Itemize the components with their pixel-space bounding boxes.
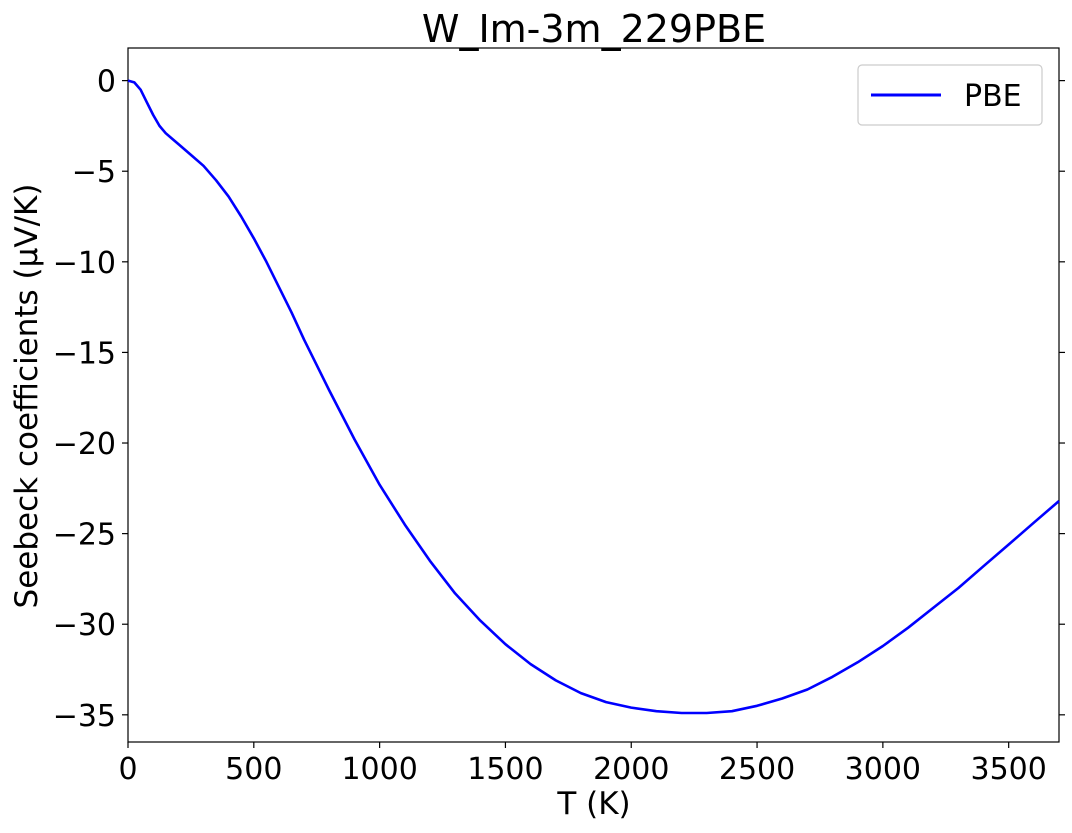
y-tick-label: −30 bbox=[53, 608, 116, 643]
x-axis: 0 500 1000 1500 2000 2500 3000 3500 bbox=[118, 742, 1047, 787]
y-tick-label: 0 bbox=[97, 65, 116, 100]
x-tick-label: 500 bbox=[225, 752, 282, 787]
y-tick-label: −20 bbox=[53, 427, 116, 462]
y-axis: 0 −5 −10 −15 −20 −25 −30 −35 bbox=[53, 65, 1065, 734]
x-tick-label: 1500 bbox=[467, 752, 543, 787]
y-axis-label: Seebeck coefficients (µV/K) bbox=[9, 184, 45, 609]
y-tick-label: −10 bbox=[53, 246, 116, 281]
y-tick-label: −35 bbox=[53, 699, 116, 734]
chart-title: W_Im-3m_229PBE bbox=[422, 7, 766, 51]
x-tick-label: 1000 bbox=[341, 752, 417, 787]
x-axis-label: T (K) bbox=[556, 786, 630, 822]
series-layer bbox=[127, 79, 1060, 715]
plot-frame bbox=[127, 47, 1060, 743]
y-tick-label: −5 bbox=[72, 155, 116, 190]
x-tick-label: 2500 bbox=[719, 752, 795, 787]
x-tick-label: 3500 bbox=[970, 752, 1046, 787]
series-line-pbe bbox=[127, 79, 1060, 715]
legend: PBE bbox=[857, 64, 1043, 126]
legend-box bbox=[857, 64, 1043, 126]
y-tick-label: −25 bbox=[53, 518, 116, 553]
y-tick-label: −15 bbox=[53, 336, 116, 371]
x-tick-label: 3000 bbox=[845, 752, 921, 787]
legend-label-pbe: PBE bbox=[964, 79, 1022, 114]
x-tick-label: 2000 bbox=[593, 752, 669, 787]
x-tick-label: 0 bbox=[118, 752, 137, 787]
